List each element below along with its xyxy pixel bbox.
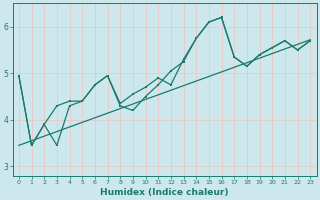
X-axis label: Humidex (Indice chaleur): Humidex (Indice chaleur) — [100, 188, 229, 197]
